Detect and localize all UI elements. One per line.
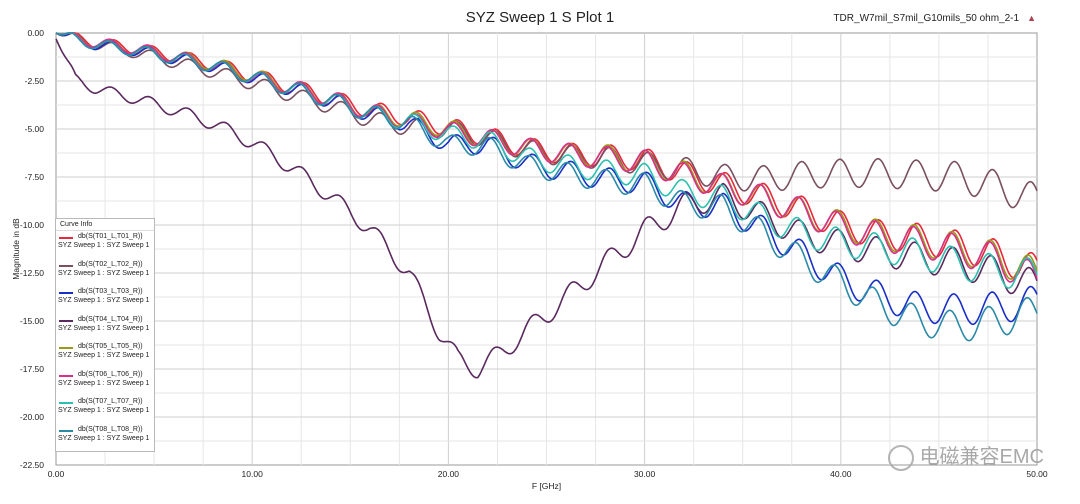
x-tick-label: 40.00 — [830, 469, 852, 479]
legend-series-name: db(S(T01_L,T01_R)) — [78, 233, 143, 240]
series-line-4 — [55, 38, 1038, 379]
top-right-text: TDR_W7mil_S7mil_G10mils_50 ohm_2-1 — [833, 13, 1020, 24]
legend-entry: db(S(T04_L,T04_R)) SYZ Sweep 1 : SYZ Swee… — [56, 314, 154, 342]
y-tick-label: -22.50 — [20, 460, 44, 470]
legend-series-source: SYZ Sweep 1 : SYZ Sweep 1 — [58, 242, 150, 249]
x-tick-label: 50.00 — [1026, 469, 1048, 479]
y-tick-label: -20.00 — [20, 412, 44, 422]
chart-title: SYZ Sweep 1 S Plot 1 — [465, 9, 615, 26]
legend-swatch — [59, 402, 73, 404]
legend-series-source: SYZ Sweep 1 : SYZ Sweep 1 — [58, 297, 150, 304]
x-axis-label: F [GHz] — [532, 481, 561, 491]
legend-entry: db(S(T05_L,T05_R)) SYZ Sweep 1 : SYZ Swee… — [56, 341, 154, 369]
legend-entry: db(S(T06_L,T06_R)) SYZ Sweep 1 : SYZ Swee… — [56, 369, 154, 397]
legend-series-name: db(S(T06_L,T06_R)) — [78, 370, 143, 378]
y-tick-label: -10.00 — [20, 220, 44, 230]
top-right-label: TDR_W7mil_S7mil_G10mils_50 ohm_2-1 ▲ — [833, 13, 1036, 24]
legend-entry: db(S(T07_L,T07_R)) SYZ Sweep 1 : SYZ Swee… — [56, 396, 154, 424]
legend-swatch — [59, 374, 73, 377]
legend-series-name: db(S(T04_L,T04_R)) — [78, 315, 143, 323]
legend-series-name: db(S(T03_L,T03_R)) — [78, 288, 143, 295]
y-tick-label: -5.00 — [25, 124, 45, 134]
wechat-logo-icon — [887, 444, 914, 471]
legend-entry: db(S(T08_L,T08_R)) SYZ Sweep 1 : SYZ Swee… — [56, 424, 154, 452]
legend-swatch — [59, 347, 73, 349]
legend-series-name: db(S(T05_L,T05_R)) — [78, 343, 143, 350]
y-tick-label: -2.50 — [25, 76, 45, 86]
triangle-icon: ▲ — [1027, 13, 1036, 23]
legend-entry: db(S(T01_L,T01_R)) SYZ Sweep 1 : SYZ Swee… — [56, 231, 154, 259]
legend-swatch — [59, 237, 73, 239]
x-tick-label: 20.00 — [438, 469, 460, 479]
y-tick-label: -7.50 — [25, 172, 45, 182]
watermark-text: 电磁兼容EMC — [919, 446, 1044, 468]
legend-title: Curve Info — [56, 219, 154, 231]
legend-series-source: SYZ Sweep 1 : SYZ Sweep 1 — [58, 407, 150, 414]
series-line-3 — [55, 32, 1038, 326]
legend-series-name: db(S(T07_L,T07_R)) — [78, 398, 143, 405]
y-axis-label: Magnitude in dB — [11, 218, 21, 280]
legend-entry: db(S(T03_L,T03_R)) SYZ Sweep 1 : SYZ Swee… — [56, 286, 154, 314]
legend-swatch — [59, 319, 73, 322]
y-tick-label: 0.00 — [27, 28, 44, 38]
legend-series-name: db(S(T08_L,T08_R)) — [78, 425, 143, 433]
y-tick-label: -17.50 — [20, 364, 44, 374]
legend-entries: db(S(T01_L,T01_R)) SYZ Sweep 1 : SYZ Swee… — [56, 231, 154, 451]
legend-swatch — [59, 264, 73, 267]
legend-box: Curve Info db(S(T01_L,T01_R)) SYZ Sweep 1… — [55, 218, 155, 452]
legend-series-source: SYZ Sweep 1 : SYZ Sweep 1 — [58, 269, 150, 277]
legend-swatch — [59, 429, 73, 432]
y-tick-label: -12.50 — [20, 268, 44, 278]
x-tick-label: 0.00 — [48, 469, 65, 479]
legend-swatch — [59, 292, 73, 294]
x-tick-label: 30.00 — [634, 469, 656, 479]
series-line-8 — [55, 32, 1038, 342]
legend-series-source: SYZ Sweep 1 : SYZ Sweep 1 — [58, 379, 150, 387]
legend-entry: db(S(T02_L,T02_R)) SYZ Sweep 1 : SYZ Swee… — [56, 259, 154, 287]
legend-series-name: db(S(T02_L,T02_R)) — [78, 260, 143, 268]
legend-series-source: SYZ Sweep 1 : SYZ Sweep 1 — [58, 324, 150, 332]
watermark: 电磁兼容EMC — [887, 440, 1044, 471]
x-tick-label: 10.00 — [242, 469, 264, 479]
legend-series-source: SYZ Sweep 1 : SYZ Sweep 1 — [58, 434, 150, 442]
y-tick-label: -15.00 — [20, 316, 44, 326]
legend-series-source: SYZ Sweep 1 : SYZ Sweep 1 — [58, 352, 150, 359]
